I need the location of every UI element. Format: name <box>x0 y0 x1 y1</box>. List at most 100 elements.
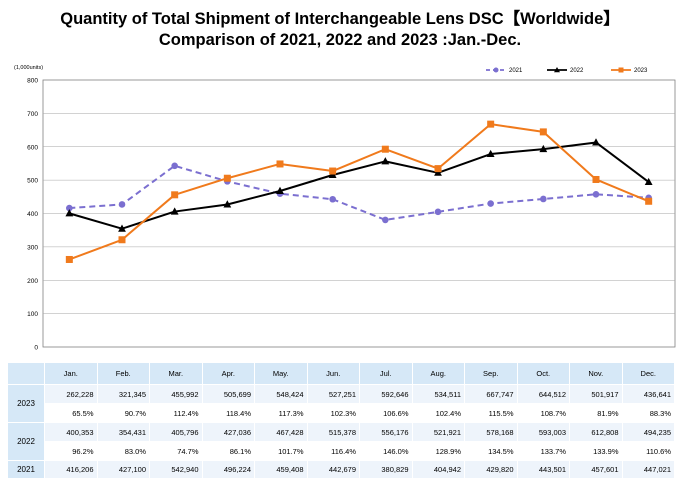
percent-cell: 101.7% <box>254 441 308 461</box>
month-header: Oct. <box>516 362 570 385</box>
units-cell: 505,699 <box>201 384 255 404</box>
series-line-2021 <box>69 164 649 221</box>
percent-cell: 128.9% <box>411 441 465 461</box>
units-cell: 457,601 <box>569 460 623 479</box>
percent-cell: 96.2% <box>44 441 98 461</box>
legend-label-2023: 2023 <box>634 68 648 74</box>
units-cell: 447,021 <box>621 460 675 479</box>
table-row: 96.2% 83.0% 74.7% 86.1% 101.7% 116.4% 146.0% 12… <box>8 441 675 461</box>
table-corner-cell <box>7 362 45 385</box>
units-cell: 534,511 <box>411 384 465 404</box>
y-axis-label: (1,000units) <box>14 65 43 71</box>
legend-marker-2023 <box>618 67 624 73</box>
data-point-2022 <box>644 177 653 186</box>
units-cell: 459,408 <box>254 460 308 479</box>
units-cell: 429,820 <box>464 460 518 479</box>
units-cell: 400,353 <box>44 422 98 442</box>
data-point-2022 <box>486 149 495 158</box>
y-tick-label: 0 <box>34 345 38 352</box>
percent-cell: 102.3% <box>306 403 360 423</box>
line-chart: 0 100 200 300 400 500 600 700 800 (1,000units) 202… <box>14 65 676 352</box>
units-cell: 496,224 <box>201 460 255 479</box>
units-cell: 443,501 <box>516 460 570 479</box>
table-header-row: Jan. Feb. Mar. Apr. May. Jun. Jul. Aug. Sep. Oct.… <box>7 362 675 385</box>
legend-label-2021: 2021 <box>509 68 523 74</box>
y-tick-label: 100 <box>27 311 38 318</box>
units-cell: 405,796 <box>149 422 203 442</box>
percent-cell: 90.7% <box>96 403 150 423</box>
data-point-2023 <box>276 160 284 168</box>
data-point-2021 <box>434 208 442 216</box>
month-header: Sep. <box>464 362 518 385</box>
table-row: 2021 416,206 427,100 542,940 496,224 459,408 4… <box>7 460 675 479</box>
units-cell: 592,646 <box>359 384 413 404</box>
units-cell: 321,345 <box>96 384 150 404</box>
data-point-2021 <box>329 195 336 203</box>
data-point-2023 <box>434 165 442 173</box>
month-header: Nov. <box>569 362 623 385</box>
data-point-2022 <box>539 144 548 153</box>
data-point-2023 <box>539 128 547 136</box>
y-tick-label: 600 <box>27 144 38 151</box>
units-cell: 578,168 <box>464 422 518 442</box>
units-cell: 612,808 <box>569 422 623 442</box>
data-point-2023 <box>381 145 389 153</box>
chart-title-line1: Quantity of Total Shipment of Interchang… <box>60 10 620 28</box>
month-header: Jan. <box>44 362 98 385</box>
units-cell: 455,992 <box>149 384 203 404</box>
table-row: 2022 400,353 354,431 405,796 427,036 467,428 5… <box>7 422 675 461</box>
percent-cell: 133.9% <box>569 441 623 461</box>
units-cell: 262,228 <box>44 384 98 404</box>
month-header: Jul. <box>359 362 413 385</box>
month-header: Dec. <box>621 362 675 385</box>
units-cell: 380,829 <box>359 460 413 479</box>
data-point-2022 <box>170 207 179 215</box>
data-point-2022 <box>592 138 600 146</box>
month-header: Aug. <box>411 362 465 385</box>
data-point-2021 <box>66 204 73 212</box>
units-cell: 556,176 <box>359 422 413 442</box>
data-point-2023 <box>645 197 653 205</box>
units-cell: 515,378 <box>306 422 360 442</box>
units-cell: 404,942 <box>411 460 465 479</box>
units-cell: 593,003 <box>516 422 570 442</box>
y-tick-label: 500 <box>27 178 38 185</box>
data-point-2021 <box>592 190 600 198</box>
percent-cell: 108.7% <box>516 403 570 423</box>
chart-title-line2: Comparison of 2021, 2022 and 2023 :Jan.-… <box>158 31 522 49</box>
data-point-2023 <box>65 255 73 263</box>
data-point-2021 <box>118 201 126 208</box>
units-cell: 354,431 <box>96 422 150 442</box>
y-tick-label: 400 <box>27 211 38 218</box>
percent-cell: 81.9% <box>569 403 623 423</box>
percent-cell: 65.5% <box>44 403 98 423</box>
percent-cell: 134.5% <box>464 441 518 461</box>
data-point-2021 <box>487 200 494 207</box>
legend-marker-2022 <box>554 67 560 73</box>
data-point-2023 <box>592 175 600 183</box>
units-cell: 644,512 <box>516 384 570 404</box>
percent-cell: 116.4% <box>306 441 360 461</box>
table-row: 65.5% 90.7% 112.4% 118.4% 117.3% 102.3% 106.6%… <box>8 403 675 423</box>
percent-cell: 115.5% <box>464 403 518 423</box>
units-cell: 494,235 <box>621 422 675 442</box>
percent-cell: 88.3% <box>621 403 675 423</box>
shipment-data-table: Jan. Feb. Mar. Apr. May. Jun. Jul. Aug. Sep. Oct.… <box>7 362 675 479</box>
units-cell: 416,206 <box>44 460 98 479</box>
data-point-2023 <box>329 167 337 175</box>
legend-label-2022: 2022 <box>570 68 584 74</box>
data-point-2023 <box>223 174 231 182</box>
percent-cell: 86.1% <box>201 441 255 461</box>
data-point-2022 <box>65 209 74 217</box>
month-header: Jun. <box>306 362 360 385</box>
units-cell: 527,251 <box>306 384 360 404</box>
percent-cell: 117.3% <box>254 403 308 423</box>
series-line-2023 <box>68 123 650 261</box>
units-cell: 427,036 <box>201 422 255 442</box>
data-point-2021 <box>540 195 547 203</box>
units-cell: 548,424 <box>254 384 308 404</box>
percent-cell: 133.7% <box>516 441 570 461</box>
table-row: 2023 262,228 321,345 455,992 505,699 548,424 5… <box>7 384 675 423</box>
percent-cell: 83.0% <box>96 441 150 461</box>
year-cell: 2023 <box>7 384 45 423</box>
